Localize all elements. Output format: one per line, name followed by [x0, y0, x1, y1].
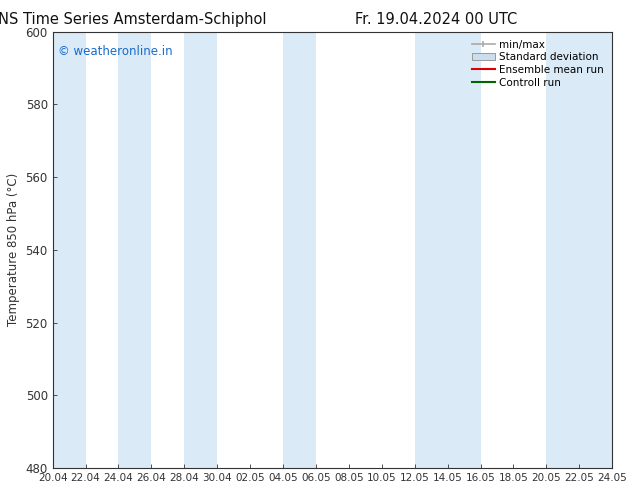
- Bar: [53, 31, 86, 468]
- Text: © weatheronline.in: © weatheronline.in: [58, 45, 173, 58]
- Bar: [415, 31, 481, 468]
- Bar: [184, 31, 217, 468]
- Text: Fr. 19.04.2024 00 UTC: Fr. 19.04.2024 00 UTC: [355, 12, 517, 27]
- Text: ENS Time Series Amsterdam-Schiphol: ENS Time Series Amsterdam-Schiphol: [0, 12, 266, 27]
- Legend: min/max, Standard deviation, Ensemble mean run, Controll run: min/max, Standard deviation, Ensemble me…: [469, 37, 607, 91]
- Bar: [547, 31, 612, 468]
- Y-axis label: Temperature 850 hPa (°C): Temperature 850 hPa (°C): [7, 173, 20, 326]
- Bar: [119, 31, 152, 468]
- Bar: [283, 31, 316, 468]
